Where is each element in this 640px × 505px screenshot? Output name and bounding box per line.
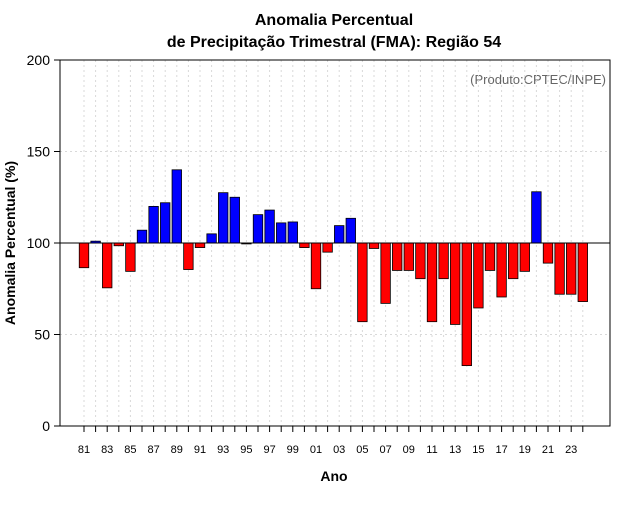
- x-tick-label: 93: [217, 444, 229, 456]
- bar-23: [566, 242, 577, 295]
- bar-88: [160, 202, 171, 244]
- bar-13: [450, 242, 461, 325]
- x-axis-label: Ano: [320, 468, 347, 484]
- bar-17: [496, 242, 507, 298]
- x-tick-label: 87: [147, 444, 159, 456]
- x-tick-label: 13: [449, 444, 461, 456]
- x-tick-label: 95: [240, 444, 252, 456]
- bar-03: [334, 225, 345, 244]
- bar-12: [438, 242, 449, 280]
- x-tick-label: 23: [565, 444, 577, 456]
- bar-89: [171, 169, 182, 244]
- y-tick-label: 100: [27, 235, 51, 251]
- x-tick-label: 11: [426, 444, 437, 456]
- bar-21: [542, 242, 554, 264]
- bar-00: [299, 242, 310, 248]
- x-tick-label: 89: [171, 444, 183, 456]
- bar-83: [102, 242, 113, 289]
- bar-05: [357, 242, 368, 323]
- bar-08: [392, 242, 403, 271]
- bar-97: [264, 209, 275, 244]
- bar-layer: [78, 169, 588, 367]
- bar-07: [380, 242, 391, 304]
- bar-20: [531, 191, 542, 244]
- x-tick-label: 83: [101, 444, 113, 456]
- bar-87: [148, 205, 159, 244]
- grid-layer: [60, 59, 610, 427]
- bar-01: [310, 242, 322, 290]
- bar-04: [345, 217, 356, 244]
- bar-96: [252, 214, 264, 244]
- y-tick-label: 150: [27, 144, 51, 160]
- y-tick-label: 0: [42, 418, 50, 434]
- x-tick-label: 07: [379, 444, 391, 456]
- bar-99: [287, 221, 298, 244]
- bar-09: [403, 242, 414, 271]
- bar-91: [194, 242, 206, 248]
- bar-02: [322, 242, 333, 253]
- bar-90: [183, 242, 194, 270]
- bar-81: [78, 242, 90, 269]
- x-tick-label: 19: [519, 444, 531, 456]
- bar-19: [519, 242, 530, 272]
- axis-layer: 0 50 100 150 200 81 83 85 87 89 91 93 95 97 99 01 03 05 07…: [27, 52, 611, 456]
- bar-18: [508, 242, 519, 280]
- x-tick-label: 09: [403, 444, 415, 456]
- y-tick-label: 50: [34, 327, 50, 343]
- x-tick-label: 15: [472, 444, 484, 456]
- x-tick-label: 81: [78, 444, 90, 456]
- chart-title-line1: Anomalia Percentual: [255, 12, 413, 29]
- bar-92: [206, 233, 217, 244]
- x-tick-label: 21: [542, 444, 554, 456]
- chart-credit: (Produto:CPTEC/INPE): [470, 72, 606, 87]
- bar-86: [136, 229, 148, 244]
- bar-94: [229, 196, 240, 244]
- y-axis-label: Anomalia Percentual (%): [2, 161, 18, 325]
- bar-11: [426, 242, 438, 323]
- x-tick-label: 85: [124, 444, 136, 456]
- bar-15: [473, 242, 484, 309]
- bar-14: [461, 242, 472, 367]
- bar-22: [554, 242, 565, 295]
- x-tick-label: 99: [287, 444, 299, 456]
- bar-24: [577, 242, 588, 302]
- x-tick-label: 05: [356, 444, 368, 456]
- x-tick-label: 97: [263, 444, 275, 456]
- x-tick-label: 03: [333, 444, 345, 456]
- bar-98: [276, 222, 287, 244]
- x-tick-label: 01: [310, 444, 322, 456]
- chart-title-line2: de Precipitação Trimestral (FMA): Região…: [167, 34, 501, 51]
- x-tick-label: 17: [495, 444, 507, 456]
- bar-85: [125, 242, 136, 272]
- bar-93: [218, 192, 229, 244]
- y-tick-label: 200: [27, 52, 51, 68]
- bar-16: [484, 242, 496, 271]
- bar-10: [415, 242, 426, 280]
- x-tick-label: 91: [194, 444, 206, 456]
- bar-06: [368, 242, 380, 249]
